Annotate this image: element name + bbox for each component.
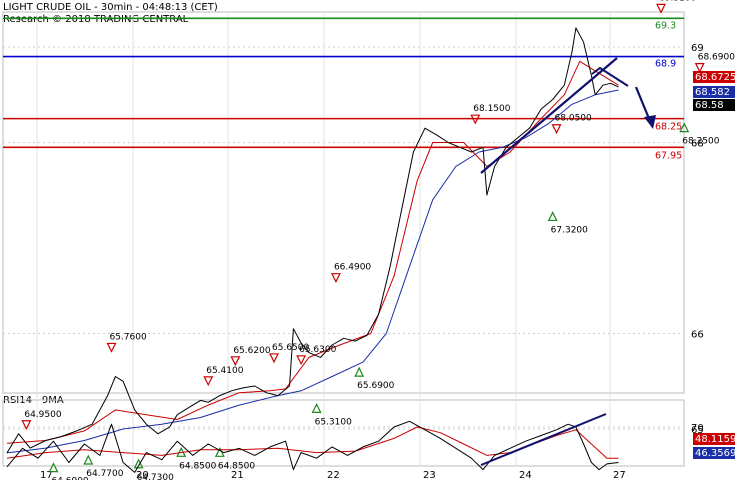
low-annotation: 64.7300: [137, 473, 174, 480]
high-annotation: 66.4900: [334, 263, 371, 273]
rsi-panel-frame: [2, 399, 685, 467]
x-tick-label: 20: [136, 470, 149, 480]
high-marker: [470, 114, 481, 125]
high-annotation: 68.1500: [473, 104, 510, 114]
price-line: [6, 27, 619, 454]
price-tick-label: 69: [691, 43, 704, 54]
price-tick-label: 65: [691, 425, 704, 436]
x-tick-label: 21: [231, 470, 244, 480]
high-marker: [296, 355, 307, 366]
low-marker: [83, 454, 94, 465]
low-marker: [679, 122, 690, 133]
rsi-last-value-box: [693, 433, 735, 445]
x-tick-label: 22: [327, 470, 340, 480]
low-marker: [214, 446, 225, 457]
price-trend-swing: [591, 66, 629, 87]
price-tick-label: 66: [691, 330, 704, 341]
high-annotation: 65.6300: [299, 345, 336, 355]
uptrend-line: [480, 57, 618, 174]
high-marker: [330, 273, 341, 284]
low-annotation: 64.8500: [179, 461, 216, 471]
low-marker: [133, 458, 144, 469]
price-panel-frame: [2, 11, 685, 394]
low-marker: [311, 403, 322, 413]
last-value-label: 68.582: [695, 87, 730, 98]
high-marker: [230, 356, 241, 367]
level-label: 69.3: [655, 20, 676, 31]
last-value-box: [693, 71, 735, 83]
last-value-box: [693, 99, 735, 111]
x-tick-label: 24: [519, 470, 532, 480]
level-label: 68.25: [655, 122, 682, 133]
low-marker: [547, 211, 558, 222]
high-marker: [656, 3, 667, 14]
high-marker: [269, 353, 280, 364]
high-annotation: 64.9500: [24, 410, 61, 420]
low-annotation: 68.2500: [682, 137, 719, 147]
high-annotation: 68.0500: [555, 114, 592, 124]
high-marker: [694, 63, 705, 73]
x-tick-label: 17: [40, 470, 53, 480]
ma-slow-line: [6, 89, 619, 454]
high-annotation: 65.6500: [272, 343, 309, 353]
low-annotation: 65.6900: [357, 381, 394, 391]
projection-arrow-shaft: [634, 86, 652, 122]
rsi-ma-line: [6, 426, 619, 459]
rsi-tick-label: 70: [691, 423, 704, 434]
high-marker: [551, 124, 562, 135]
x-tick-label: 27: [613, 470, 626, 480]
projection-arrow-head: [644, 115, 656, 129]
x-tick-label: 23: [423, 470, 436, 480]
research-credit: Research © 2018 TRADING CENTRAL: [3, 14, 189, 25]
last-value-box: [693, 86, 735, 98]
level-label: 68.9: [655, 59, 676, 70]
chart-title: LIGHT CRUDE OIL - 30min - 04:48:13 (CET): [3, 2, 218, 13]
low-marker: [354, 366, 365, 377]
high-annotation: 69.3100: [659, 0, 696, 3]
last-value-label: 68.58: [695, 100, 724, 111]
high-annotation: 65.6200: [233, 346, 270, 356]
low-annotation: 64.7700: [86, 469, 123, 479]
low-annotation: 64.6900: [51, 477, 88, 480]
level-label: 67.95: [655, 150, 682, 161]
high-marker: [21, 420, 32, 431]
rsi-last-value-label: 48.1159: [695, 434, 735, 445]
low-annotation: 67.3200: [551, 225, 588, 235]
last-value-label: 68.6725: [695, 72, 735, 83]
low-annotation: 65.3100: [315, 417, 352, 427]
rsi-last-value-box: [693, 447, 735, 459]
high-annotation: 65.7600: [109, 332, 146, 342]
high-annotation: 68.6900: [698, 53, 735, 63]
low-annotation: 64.8500: [218, 461, 255, 471]
ma-fast-line: [6, 60, 619, 444]
price-tick-label: 68: [691, 139, 704, 150]
high-annotation: 65.4100: [206, 366, 243, 376]
rsi-trend-line: [480, 413, 607, 466]
low-marker: [48, 462, 59, 473]
rsi-line: [6, 420, 619, 473]
high-marker: [106, 342, 117, 353]
high-marker: [203, 376, 214, 387]
rsi-last-value-label: 46.3569: [695, 448, 735, 459]
